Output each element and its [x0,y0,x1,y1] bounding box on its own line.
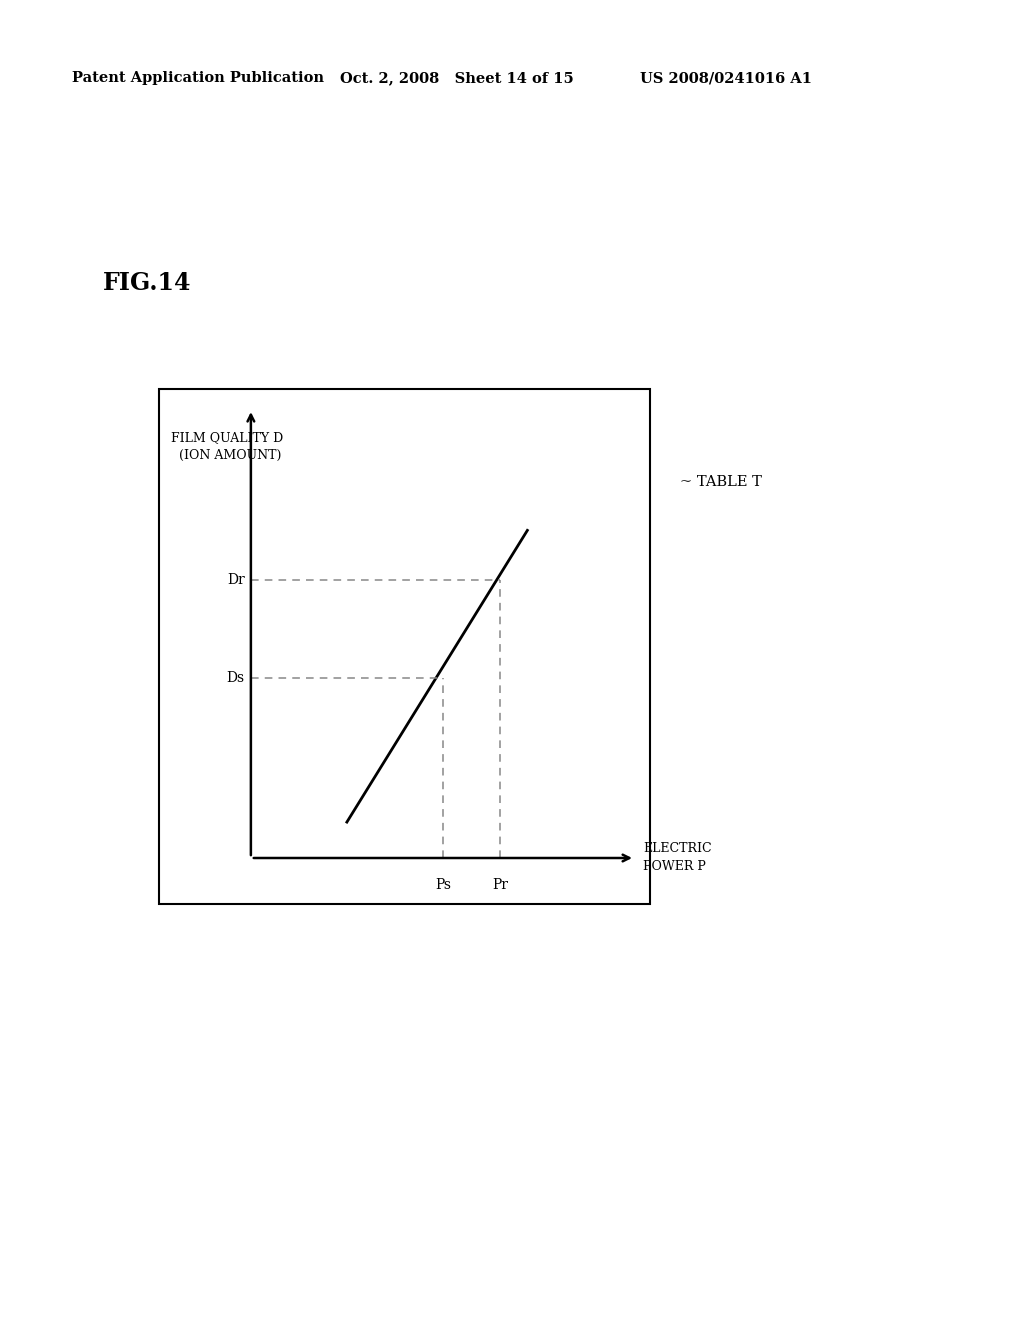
Text: Oct. 2, 2008   Sheet 14 of 15: Oct. 2, 2008 Sheet 14 of 15 [340,71,573,84]
Text: Pr: Pr [493,878,509,892]
Text: ELECTRIC: ELECTRIC [643,842,712,854]
Text: Patent Application Publication: Patent Application Publication [72,71,324,84]
Text: Ps: Ps [435,878,451,892]
Text: POWER P: POWER P [643,859,706,873]
Text: FIG.14: FIG.14 [103,271,191,294]
Bar [159,389,650,904]
Text: ~ TABLE T: ~ TABLE T [680,475,762,490]
Text: (ION AMOUNT): (ION AMOUNT) [179,449,282,462]
Text: US 2008/0241016 A1: US 2008/0241016 A1 [640,71,812,84]
Text: FILM QUALITY D: FILM QUALITY D [171,430,283,444]
Text: Ds: Ds [226,672,245,685]
Text: Dr: Dr [227,573,245,587]
